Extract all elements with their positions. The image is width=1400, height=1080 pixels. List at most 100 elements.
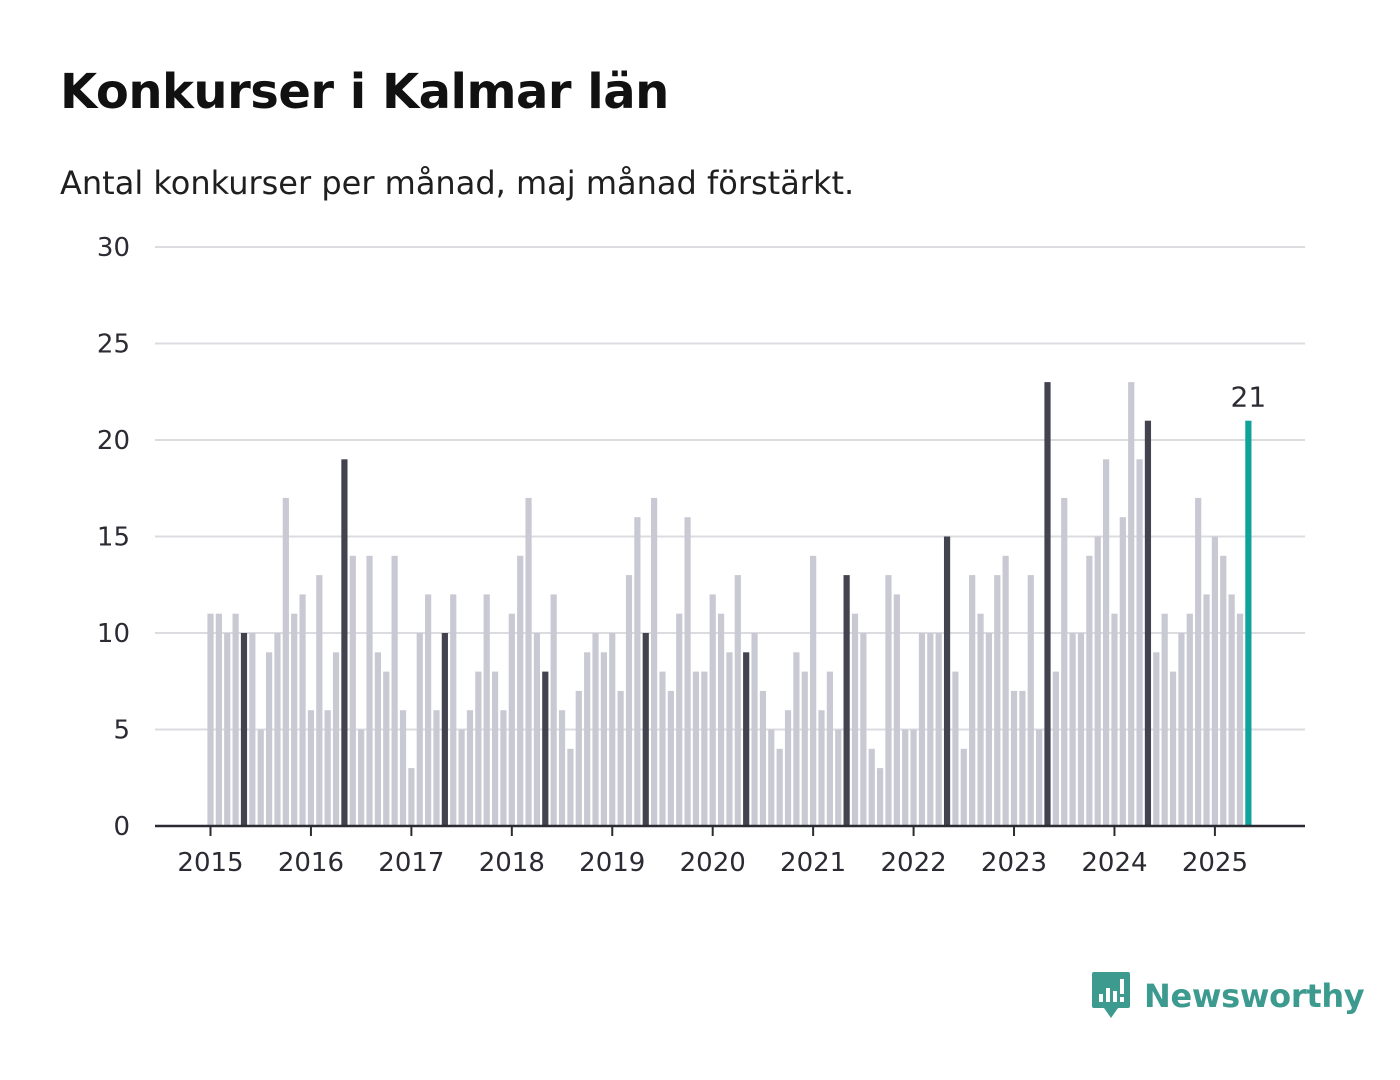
bar: [734, 575, 741, 826]
bar: [759, 690, 767, 826]
brand: Newsworthy: [1090, 970, 1365, 1022]
bar: [232, 613, 239, 826]
y-tick-label: 20: [97, 426, 130, 456]
bar-may: [843, 575, 850, 826]
bar: [1036, 729, 1043, 826]
bar-may: [341, 459, 348, 826]
bar: [651, 497, 658, 826]
bar: [575, 690, 582, 826]
bar: [717, 613, 725, 826]
bar: [826, 671, 833, 826]
bar: [768, 729, 775, 826]
bar: [299, 594, 306, 826]
x-axis-tick-labels: 2015 2016 2017 2018 2019 2020 2021 2022 2023 2024…: [177, 848, 1248, 878]
x-tick-label: 2024: [1081, 848, 1147, 878]
bar: [994, 575, 1001, 826]
bar: [391, 555, 398, 826]
bar: [692, 671, 700, 826]
bar: [684, 517, 691, 826]
bar: [835, 729, 842, 826]
bar: [1178, 633, 1185, 826]
bar: [399, 710, 407, 826]
bar: [324, 710, 331, 826]
bar: [558, 710, 566, 826]
x-tick-label: 2022: [880, 848, 946, 878]
bar: [935, 633, 942, 826]
bar: [491, 671, 499, 826]
bar: [868, 748, 875, 826]
bar: [224, 633, 231, 826]
bar: [358, 729, 365, 826]
data-labels: 21: [1231, 381, 1267, 414]
newsworthy-logo-icon: [1092, 972, 1130, 1018]
bar: [274, 633, 281, 826]
bar: [584, 652, 591, 826]
y-tick-label: 30: [97, 233, 130, 263]
bar: [433, 710, 440, 826]
x-tick-label: 2016: [278, 848, 344, 878]
bar: [667, 690, 674, 826]
bar: [726, 652, 733, 826]
bar: [902, 729, 909, 826]
bar: [776, 748, 783, 826]
bar: [801, 671, 808, 826]
brand-name: Newsworthy: [1144, 977, 1365, 1015]
bar: [851, 613, 859, 826]
bar: [332, 652, 340, 826]
bar: [475, 671, 482, 826]
bar: [810, 555, 817, 826]
bar: [282, 497, 289, 826]
bar: [525, 497, 532, 826]
bar: [1061, 497, 1068, 826]
y-tick-label: 0: [113, 812, 130, 842]
bar: [1119, 517, 1126, 826]
bar: [977, 613, 984, 826]
x-axis: [155, 824, 1305, 836]
x-tick-label: 2023: [981, 848, 1047, 878]
x-tick-label: 2025: [1182, 848, 1248, 878]
bar: [249, 633, 256, 826]
x-tick-label: 2019: [579, 848, 645, 878]
bar: [709, 594, 716, 826]
bar: [374, 652, 381, 826]
bar: [1111, 613, 1118, 826]
bar: [793, 652, 800, 826]
bar: [592, 633, 599, 826]
bar: [1019, 690, 1026, 826]
bar: [1102, 459, 1110, 826]
bar: [508, 613, 515, 826]
x-tick-label: 2020: [680, 848, 746, 878]
bar: [500, 710, 507, 826]
bar: [1027, 575, 1034, 826]
bar: [567, 748, 574, 826]
data-label: 21: [1231, 381, 1267, 414]
bar: [1128, 382, 1135, 826]
chart-subtitle: Antal konkurser per månad, maj månad för…: [60, 164, 855, 202]
bar: [1195, 497, 1202, 826]
x-tick-label: 2015: [177, 848, 243, 878]
bar: [860, 633, 867, 826]
bar: [609, 633, 616, 826]
bar: [1002, 555, 1009, 826]
bar-may: [943, 536, 951, 826]
bar-latest: [1245, 420, 1252, 826]
bar: [1161, 613, 1168, 826]
bar: [1211, 536, 1218, 826]
bar: [751, 633, 758, 826]
bar: [207, 613, 214, 826]
bar: [1086, 555, 1093, 826]
x-tick-label: 2021: [780, 848, 846, 878]
bar-may: [240, 633, 248, 826]
bar-may: [1044, 382, 1051, 826]
bars: [207, 382, 1252, 826]
bar: [416, 633, 423, 826]
bar-may: [542, 671, 549, 826]
bar: [818, 710, 825, 826]
bar: [291, 613, 298, 826]
bar: [701, 671, 708, 826]
bar-may: [642, 633, 649, 826]
y-tick-label: 10: [97, 619, 130, 649]
bar: [960, 748, 967, 826]
bar: [1052, 671, 1059, 826]
